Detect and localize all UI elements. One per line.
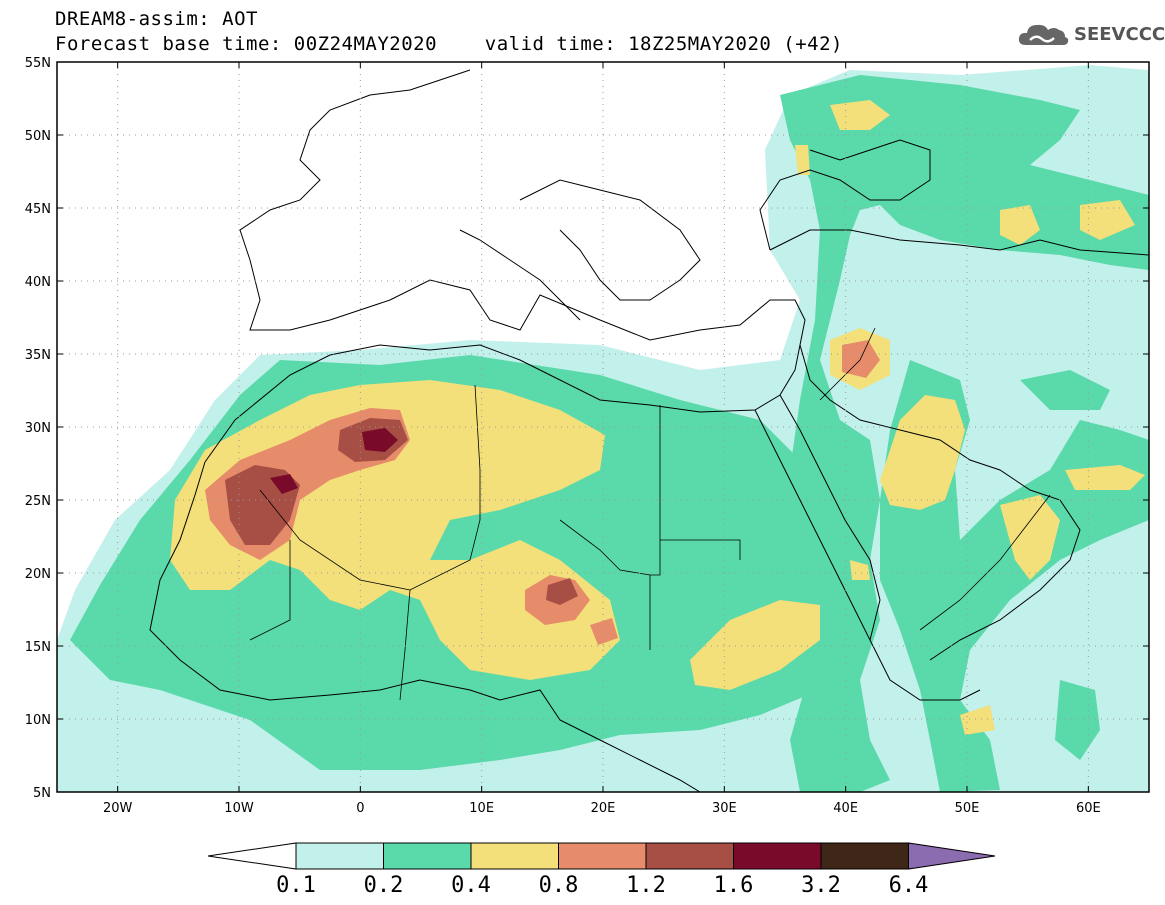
lat-axis: 55N 50N 45N 40N 35N 30N 25N 20N 15N 10N 5N	[25, 56, 1149, 801]
lat-tick-label: 55N	[25, 56, 51, 71]
country-borders	[249, 327, 1051, 701]
map-title: DREAM8-assim: AOT	[55, 8, 258, 30]
colorbar-label: 0.8	[539, 873, 579, 898]
lat-tick-label: 20N	[25, 567, 51, 582]
colorbar-swatch	[295, 842, 384, 870]
colorbar-swatch	[645, 842, 734, 870]
lat-tick-label: 5N	[33, 786, 51, 801]
lat-tick-label: 25N	[25, 494, 51, 509]
forecast-time-line: Forecast base time: 00Z24MAY2020 valid t…	[55, 33, 843, 55]
lat-tick-label: 15N	[25, 640, 51, 655]
lon-tick-label: 20E	[591, 801, 616, 816]
grid-lines	[57, 62, 1149, 792]
colorbar-label: 3.2	[801, 873, 841, 898]
colorbar-label: 1.2	[626, 873, 666, 898]
lat-tick-label: 10N	[25, 713, 51, 728]
colorbar-label: 6.4	[889, 873, 929, 898]
aot-level-1-6	[270, 428, 398, 494]
lon-axis: 20W 10W 0 10E 20E 30E 40E 50E 60E	[103, 62, 1101, 816]
lon-tick-label: 10E	[469, 801, 494, 816]
colorbar-label: 0.4	[451, 873, 491, 898]
lon-tick-label: 0	[356, 801, 364, 816]
lon-tick-label: 60E	[1076, 801, 1101, 816]
colorbar-label: 1.6	[714, 873, 754, 898]
lon-tick-label: 30E	[712, 801, 737, 816]
coastlines	[149, 69, 1149, 792]
colorbar-swatch	[820, 842, 909, 870]
lat-tick-label: 50N	[25, 129, 51, 144]
lon-tick-label: 40E	[833, 801, 858, 816]
lat-tick-label: 40N	[25, 275, 51, 290]
lat-tick-label: 35N	[25, 348, 51, 363]
seevccc-logo: SEEVCCC	[1018, 21, 1165, 47]
colorbar-swatch	[383, 842, 472, 870]
colorbar: 0.1 0.2 0.4 0.8 1.2 1.6 3.2 6.4	[207, 842, 996, 898]
lon-tick-label: 20W	[103, 801, 133, 816]
lon-tick-label: 50E	[955, 801, 980, 816]
colorbar-swatch	[470, 842, 559, 870]
colorbar-swatch	[733, 842, 822, 870]
logo-text: SEEVCCC	[1074, 23, 1165, 45]
lat-tick-label: 45N	[25, 202, 51, 217]
lat-tick-label: 30N	[25, 421, 51, 436]
colorbar-label: 0.2	[364, 873, 404, 898]
colorbar-label: 0.1	[276, 873, 316, 898]
lon-tick-label: 10W	[224, 801, 254, 816]
colorbar-under-arrow	[207, 842, 297, 870]
colorbar-swatch	[558, 842, 647, 870]
cloud-icon	[1018, 24, 1069, 45]
colorbar-over-arrow	[908, 842, 996, 870]
